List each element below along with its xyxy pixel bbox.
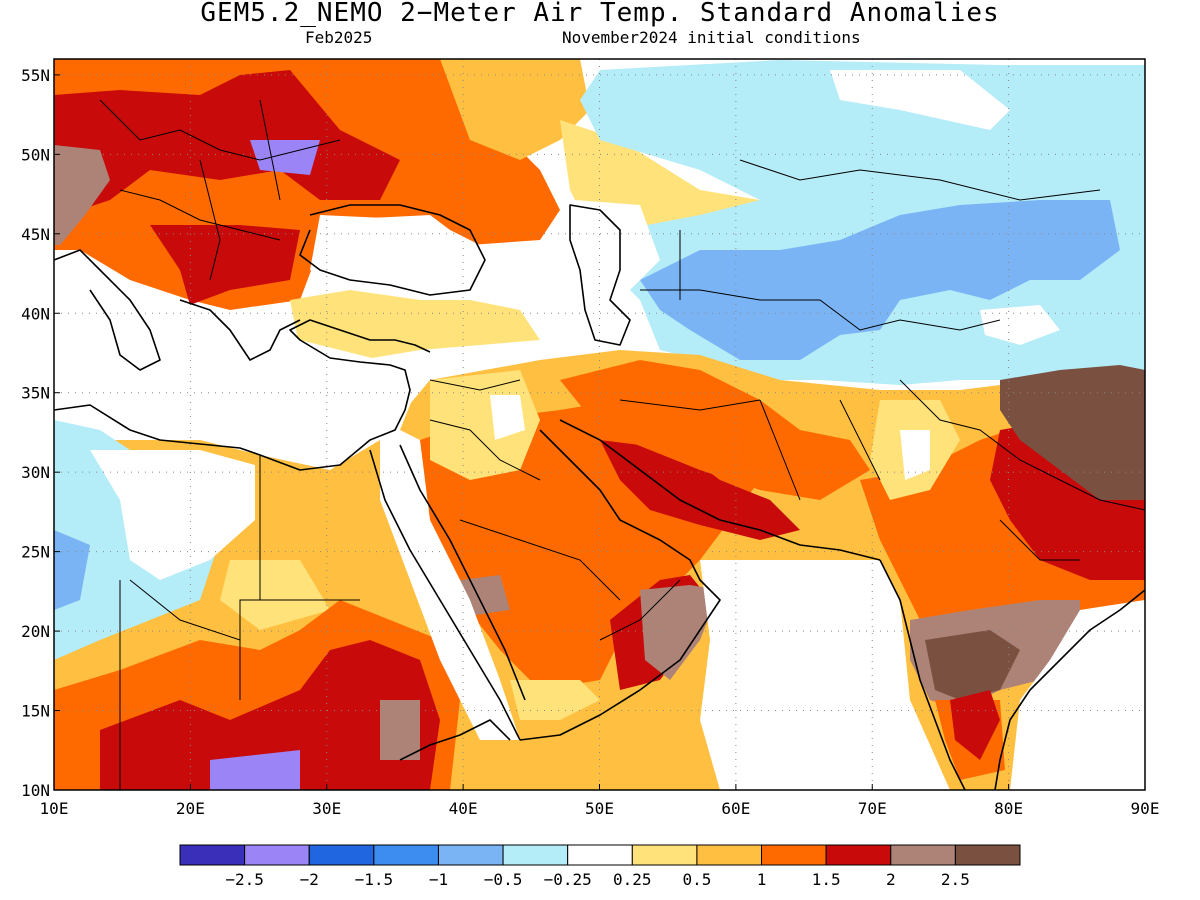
- legend-label: 0.5: [682, 870, 711, 889]
- legend-label: −0.25: [544, 870, 592, 889]
- lon-tick-label: 20E: [176, 799, 205, 818]
- lat-tick-label: 50N: [21, 145, 50, 164]
- lat-tick-label: 45N: [21, 225, 50, 244]
- legend-swatch: [568, 845, 633, 865]
- legend-swatch: [245, 845, 310, 865]
- lon-tick-label: 70E: [858, 799, 887, 818]
- anomaly-map: 10E 20E 30E 40E 50E 60E 70E 80E 90E 10N 15N 20N 25N 3…: [0, 0, 1200, 900]
- pink-region-europe: [250, 140, 320, 175]
- lon-tick-label: 40E: [449, 799, 478, 818]
- legend-label: −2: [300, 870, 319, 889]
- legend-swatch: [697, 845, 762, 865]
- legend-label: 1.5: [812, 870, 841, 889]
- legend-swatch: [309, 845, 374, 865]
- anomaly-field: [54, 59, 1145, 790]
- legend-label: −2.5: [225, 870, 264, 889]
- legend-swatch: [891, 845, 956, 865]
- legend-swatch: [955, 845, 1020, 865]
- legend-swatch: [762, 845, 827, 865]
- lat-tick-label: 25N: [21, 543, 50, 562]
- color-legend: −2.5 −2 −1.5 −1 −0.5 −0.25 0.25 0.5 1 1.5 2 2.5: [180, 845, 1020, 889]
- lon-tick-label: 80E: [994, 799, 1023, 818]
- lat-tick-label: 55N: [21, 66, 50, 85]
- legend-label: 2.5: [941, 870, 970, 889]
- legend-swatch: [438, 845, 503, 865]
- legend-label: 2: [886, 870, 896, 889]
- lat-tick-label: 30N: [21, 463, 50, 482]
- legend-label: −0.5: [484, 870, 523, 889]
- lat-tick-label: 20N: [21, 622, 50, 641]
- extreme-patch-ethiopia: [380, 700, 420, 760]
- lat-tick-label: 35N: [21, 384, 50, 403]
- legend-swatch: [180, 845, 245, 865]
- legend-swatch: [374, 845, 439, 865]
- legend-label: −1: [429, 870, 448, 889]
- legend-swatch: [632, 845, 697, 865]
- legend-swatch: [826, 845, 891, 865]
- legend-label: 0.25: [613, 870, 652, 889]
- lat-tick-label: 40N: [21, 304, 50, 323]
- lon-tick-label: 10E: [40, 799, 69, 818]
- legend-label: 1: [757, 870, 767, 889]
- legend-label: −1.5: [355, 870, 394, 889]
- legend-swatch: [503, 845, 568, 865]
- lon-tick-label: 30E: [312, 799, 341, 818]
- lon-tick-label: 50E: [585, 799, 614, 818]
- lat-tick-label: 10N: [21, 781, 50, 800]
- lon-tick-label: 60E: [721, 799, 750, 818]
- lon-tick-label: 90E: [1131, 799, 1160, 818]
- lat-tick-label: 15N: [21, 702, 50, 721]
